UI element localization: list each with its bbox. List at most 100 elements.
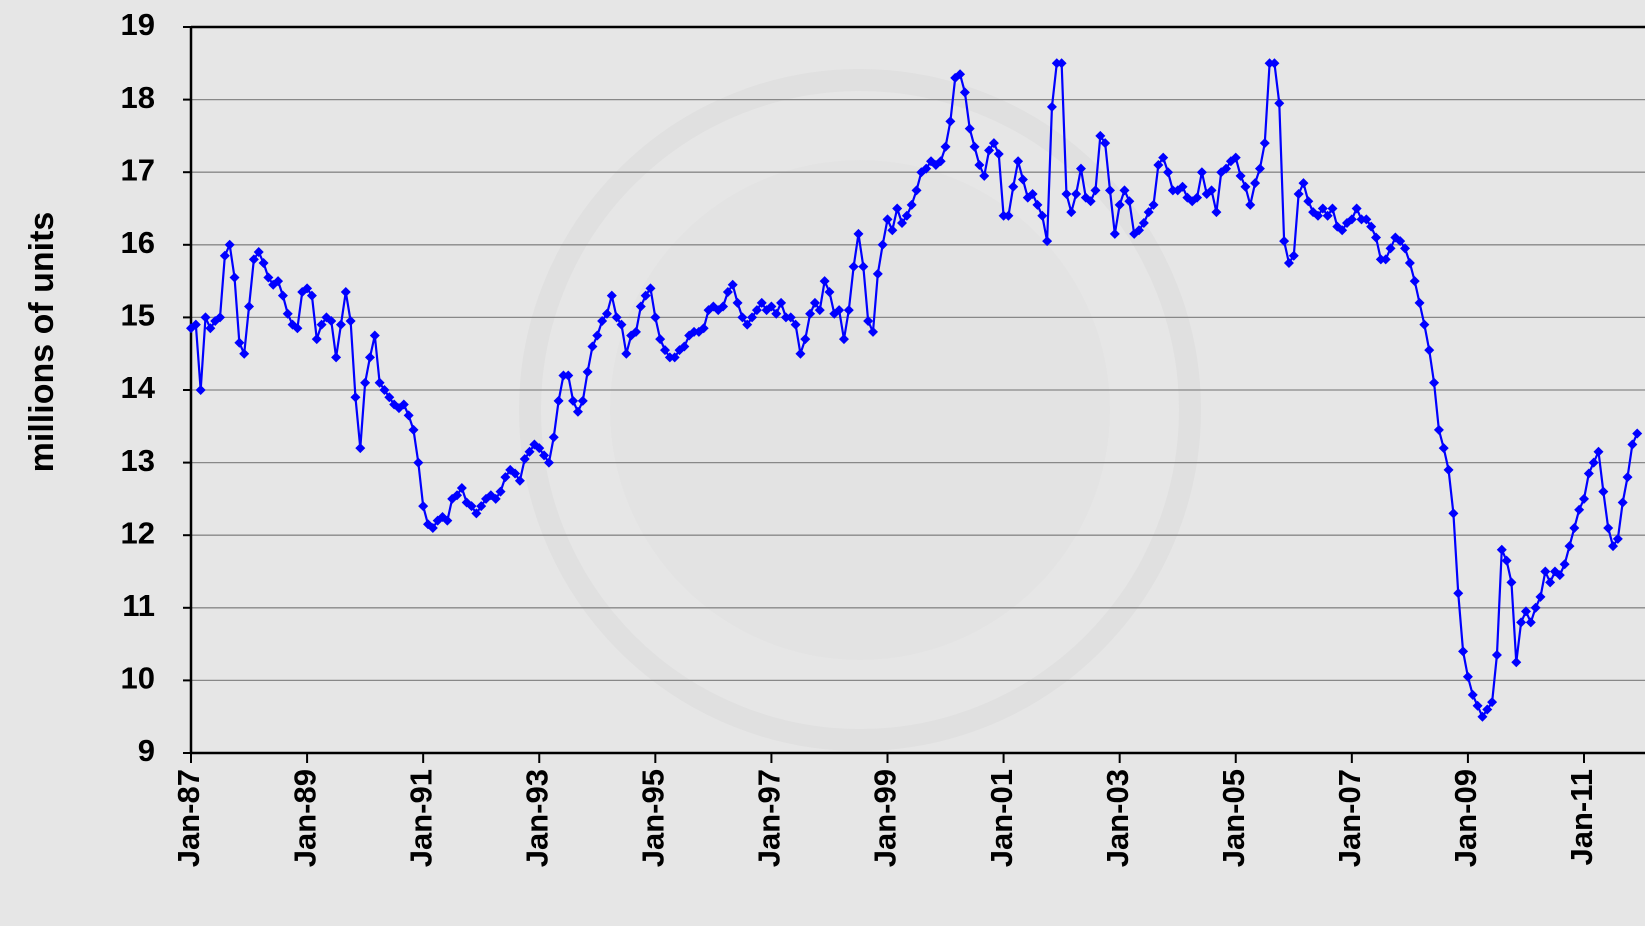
data-point	[766, 301, 777, 312]
data-point	[572, 406, 583, 417]
data-point	[524, 446, 535, 457]
data-point	[1520, 606, 1531, 617]
data-point	[302, 283, 313, 294]
data-point	[630, 326, 641, 337]
data-point	[374, 377, 385, 388]
data-point	[843, 305, 854, 316]
data-point	[1119, 185, 1130, 196]
data-point	[1230, 152, 1241, 163]
data-point	[1288, 250, 1299, 261]
y-tick-label: 11	[122, 588, 155, 623]
data-point	[403, 410, 414, 421]
data-point	[500, 472, 511, 483]
data-point	[258, 257, 269, 268]
data-point	[1535, 591, 1546, 602]
data-point	[1148, 199, 1159, 210]
data-point	[277, 290, 288, 301]
data-point	[771, 308, 782, 319]
data-point	[384, 392, 395, 403]
data-point	[1124, 196, 1135, 207]
data-point	[1627, 439, 1638, 450]
data-point	[1559, 559, 1570, 570]
data-point	[219, 250, 230, 261]
data-point	[1095, 130, 1106, 141]
data-point	[442, 515, 453, 526]
data-point	[1071, 188, 1082, 199]
data-point	[311, 334, 322, 345]
data-point	[901, 210, 912, 221]
data-point	[1366, 221, 1377, 232]
data-point	[1008, 181, 1019, 192]
data-point	[408, 424, 419, 435]
data-point	[959, 87, 970, 98]
data-point	[364, 352, 375, 363]
y-tick-label: 17	[121, 152, 155, 187]
data-point	[1337, 225, 1348, 236]
x-tick-label: Jan-01	[984, 769, 1019, 867]
data-point	[534, 443, 545, 454]
data-point	[742, 319, 753, 330]
data-point	[737, 312, 748, 323]
data-point	[1037, 210, 1048, 221]
data-point	[640, 290, 651, 301]
data-point	[1274, 98, 1285, 109]
data-point	[785, 312, 796, 323]
data-point	[1511, 657, 1522, 668]
data-point	[331, 352, 342, 363]
data-point	[1482, 704, 1493, 715]
data-point	[1017, 174, 1028, 185]
data-point	[1516, 617, 1527, 628]
data-point	[335, 319, 346, 330]
data-point	[1298, 178, 1309, 189]
y-tick-label: 19	[121, 7, 155, 42]
data-point	[940, 141, 951, 152]
data-point	[776, 297, 787, 308]
data-point	[1564, 541, 1575, 552]
data-point	[800, 334, 811, 345]
data-point	[1424, 345, 1435, 356]
data-point	[911, 185, 922, 196]
data-point	[655, 334, 666, 345]
data-point	[848, 261, 859, 272]
data-point	[1075, 163, 1086, 174]
data-point	[601, 308, 612, 319]
data-point	[582, 366, 593, 377]
data-point	[621, 348, 632, 359]
watermark	[519, 69, 1201, 751]
data-point	[1525, 617, 1536, 628]
data-point	[1395, 236, 1406, 247]
data-point	[1346, 214, 1357, 225]
data-point	[1134, 225, 1145, 236]
data-point	[867, 326, 878, 337]
data-point	[1506, 577, 1517, 588]
data-point	[1458, 646, 1469, 657]
data-point	[751, 305, 762, 316]
data-point	[1545, 577, 1556, 588]
data-point	[1250, 178, 1261, 189]
data-point	[1583, 468, 1594, 479]
data-point	[756, 297, 767, 308]
x-tick-label: Jan-89	[287, 769, 322, 867]
data-point	[340, 286, 351, 297]
data-point	[1317, 203, 1328, 214]
data-point	[988, 138, 999, 149]
data-point	[548, 432, 559, 443]
data-point	[1414, 297, 1425, 308]
data-point	[732, 297, 743, 308]
data-point	[1032, 199, 1043, 210]
data-point	[190, 319, 201, 330]
data-point	[964, 123, 975, 134]
x-tick-label: Jan-91	[403, 769, 438, 867]
data-point	[350, 392, 361, 403]
x-tick-label: Jan-95	[636, 769, 671, 867]
data-point	[1061, 188, 1072, 199]
y-tick-label: 10	[121, 661, 155, 696]
data-point	[1385, 243, 1396, 254]
data-point	[872, 268, 883, 279]
data-point	[1327, 203, 1338, 214]
data-point	[326, 316, 337, 327]
data-point	[1109, 228, 1120, 239]
data-point	[1472, 700, 1483, 711]
data-point	[635, 301, 646, 312]
